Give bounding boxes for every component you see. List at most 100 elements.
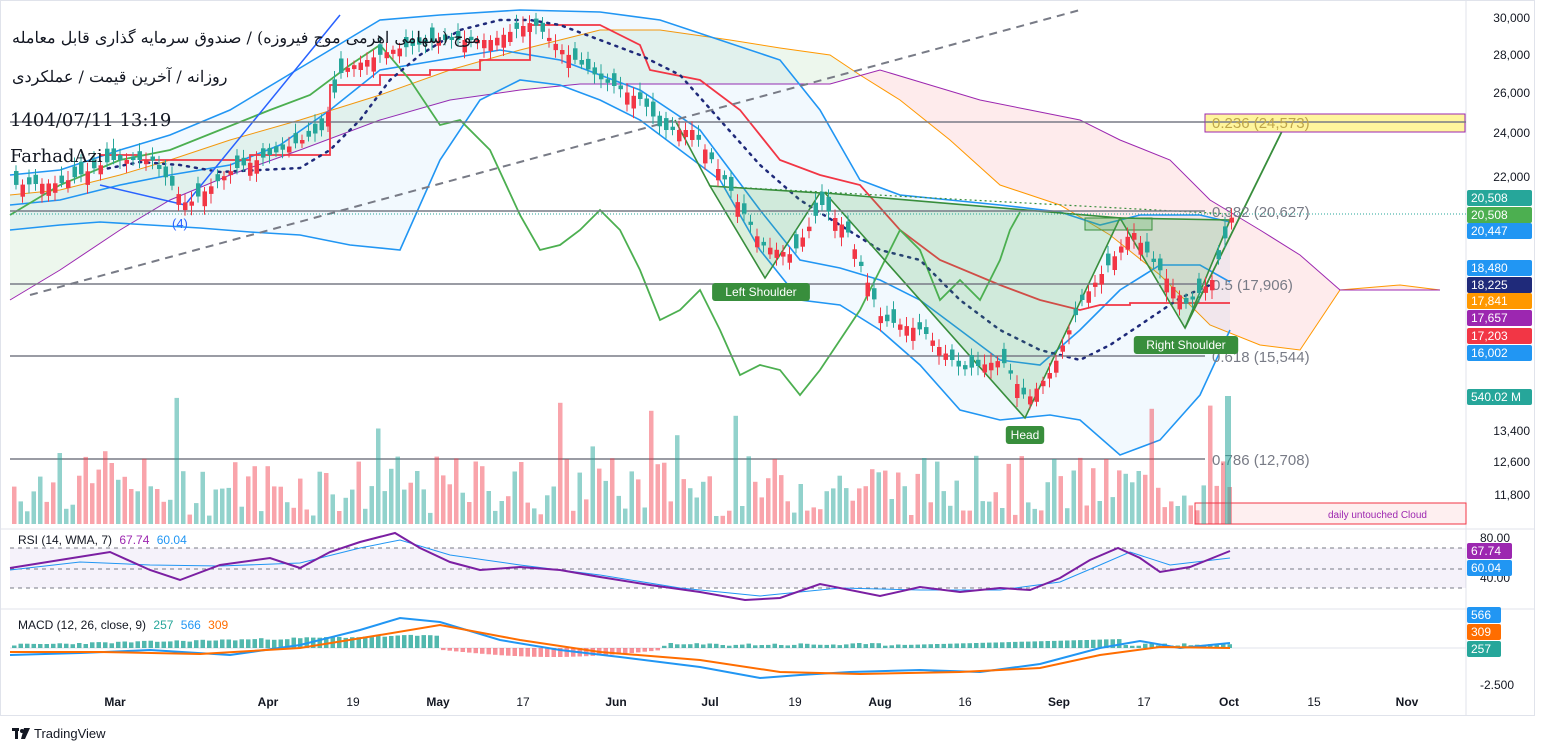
volume-bar (831, 488, 836, 524)
tradingview-logo-icon (12, 727, 30, 739)
volume-bar (486, 491, 491, 524)
macd-histogram-bar (538, 648, 543, 657)
volume-bar (103, 451, 108, 524)
macd-histogram-bar (77, 643, 82, 648)
volume-bar (246, 476, 251, 524)
macd-histogram-bar (1227, 644, 1232, 648)
volume-bar (415, 471, 420, 524)
volume-bar (473, 461, 478, 524)
macd-histogram-bar (135, 641, 140, 648)
candle-body (248, 162, 253, 176)
macd-histogram-bar (389, 636, 394, 648)
volume-bar (863, 486, 868, 524)
candle-body (1223, 226, 1228, 239)
macd-histogram-bar (1039, 641, 1044, 648)
macd-histogram-bar (291, 637, 296, 648)
tradingview-brand[interactable]: TradingView (12, 726, 106, 741)
candle-body (144, 160, 149, 165)
macd-histogram-bar (701, 644, 706, 648)
rsi-ma-line (9, 539, 1231, 597)
volume-bar (460, 492, 465, 524)
price-axis-tick: 11,800 (1494, 488, 1530, 502)
price-label-bg (1467, 207, 1532, 223)
neckline-box (1084, 217, 1153, 231)
macd-histogram-bar (447, 648, 452, 651)
volume-bar (311, 515, 316, 524)
macd-histogram-bar (915, 644, 920, 648)
macd-histogram-bar (1052, 640, 1057, 648)
rsi-legend[interactable]: RSI (14, WMA, 7) 67.74 60.04 (18, 533, 191, 547)
pattern-projection (1184, 114, 1291, 329)
macd-histogram-bar (961, 643, 966, 648)
candle-body (92, 159, 97, 169)
macd-histogram-bar (148, 640, 153, 648)
volume-bar (1058, 476, 1063, 524)
macd-histogram-bar (1214, 644, 1219, 648)
candle-body (137, 151, 142, 160)
volume-bar (44, 501, 49, 524)
volume-bar (226, 487, 231, 524)
candle-body (1060, 345, 1065, 352)
volume-bar (922, 458, 927, 524)
candle-body (1028, 396, 1033, 405)
candle-body (839, 224, 844, 238)
macd-histogram-bar (792, 644, 797, 648)
candle-body (1197, 278, 1202, 293)
macd-histogram-bar (265, 639, 270, 648)
macd-histogram-bar (1091, 639, 1096, 648)
candle-body (586, 58, 591, 70)
candle-body (592, 67, 597, 75)
volume-bar (317, 471, 322, 524)
candle-body (917, 322, 922, 330)
volume-bar (1208, 405, 1213, 524)
volume-bar (1019, 456, 1024, 524)
macd-histogram-bar (746, 643, 751, 648)
candle-body (1080, 294, 1085, 300)
macd-label: 566 (1471, 608, 1491, 622)
candle-body (397, 48, 402, 57)
volume-bar (974, 455, 979, 524)
macd-histogram-bar (252, 639, 257, 648)
macd-histogram-bar (1019, 641, 1024, 648)
candle-body (170, 176, 175, 186)
candle-body (371, 57, 376, 72)
ichimoku-span-a (9, 29, 1441, 351)
volume-bar (259, 511, 264, 524)
price-axis-tick: 28,000 (1493, 48, 1530, 62)
macd-histogram-bar (850, 643, 855, 648)
left-shoulder-label-bg (712, 283, 810, 301)
macd-histogram-bar (837, 645, 842, 648)
volume-bar (1032, 508, 1037, 524)
macd-histogram-bar (239, 639, 244, 648)
macd-histogram-bar (454, 648, 459, 652)
price-label-bg (1467, 328, 1532, 344)
volume-bar (330, 494, 335, 524)
volume-bar (571, 510, 576, 524)
volume-bar (551, 486, 556, 524)
candle-body (475, 40, 480, 44)
volume-bar (389, 468, 394, 524)
macd-histogram-bar (213, 640, 218, 648)
candle-body (683, 130, 688, 138)
candle-body (462, 40, 467, 53)
macd-histogram-bar (1000, 642, 1005, 648)
volume-bar (1013, 514, 1018, 524)
volume-bar (12, 486, 17, 524)
bollinger-basis (9, 49, 1231, 366)
macd-histogram-bar (779, 645, 784, 648)
candle-body (280, 144, 285, 150)
candle-body (365, 60, 370, 67)
volume-bar (584, 499, 589, 524)
candle-body (176, 194, 181, 205)
macd-histogram-bar (1110, 639, 1115, 648)
candle-body (670, 126, 675, 130)
macd-legend[interactable]: MACD (12, 26, close, 9) 257 566 309 (18, 618, 232, 632)
volume-bar (493, 510, 498, 524)
candle-body (1047, 373, 1052, 379)
macd-histogram-bar (363, 636, 368, 648)
price-axis-tick: 12,600 (1493, 455, 1530, 469)
macd-legend-signal: 309 (208, 618, 229, 632)
macd-histogram-bar (200, 639, 205, 648)
